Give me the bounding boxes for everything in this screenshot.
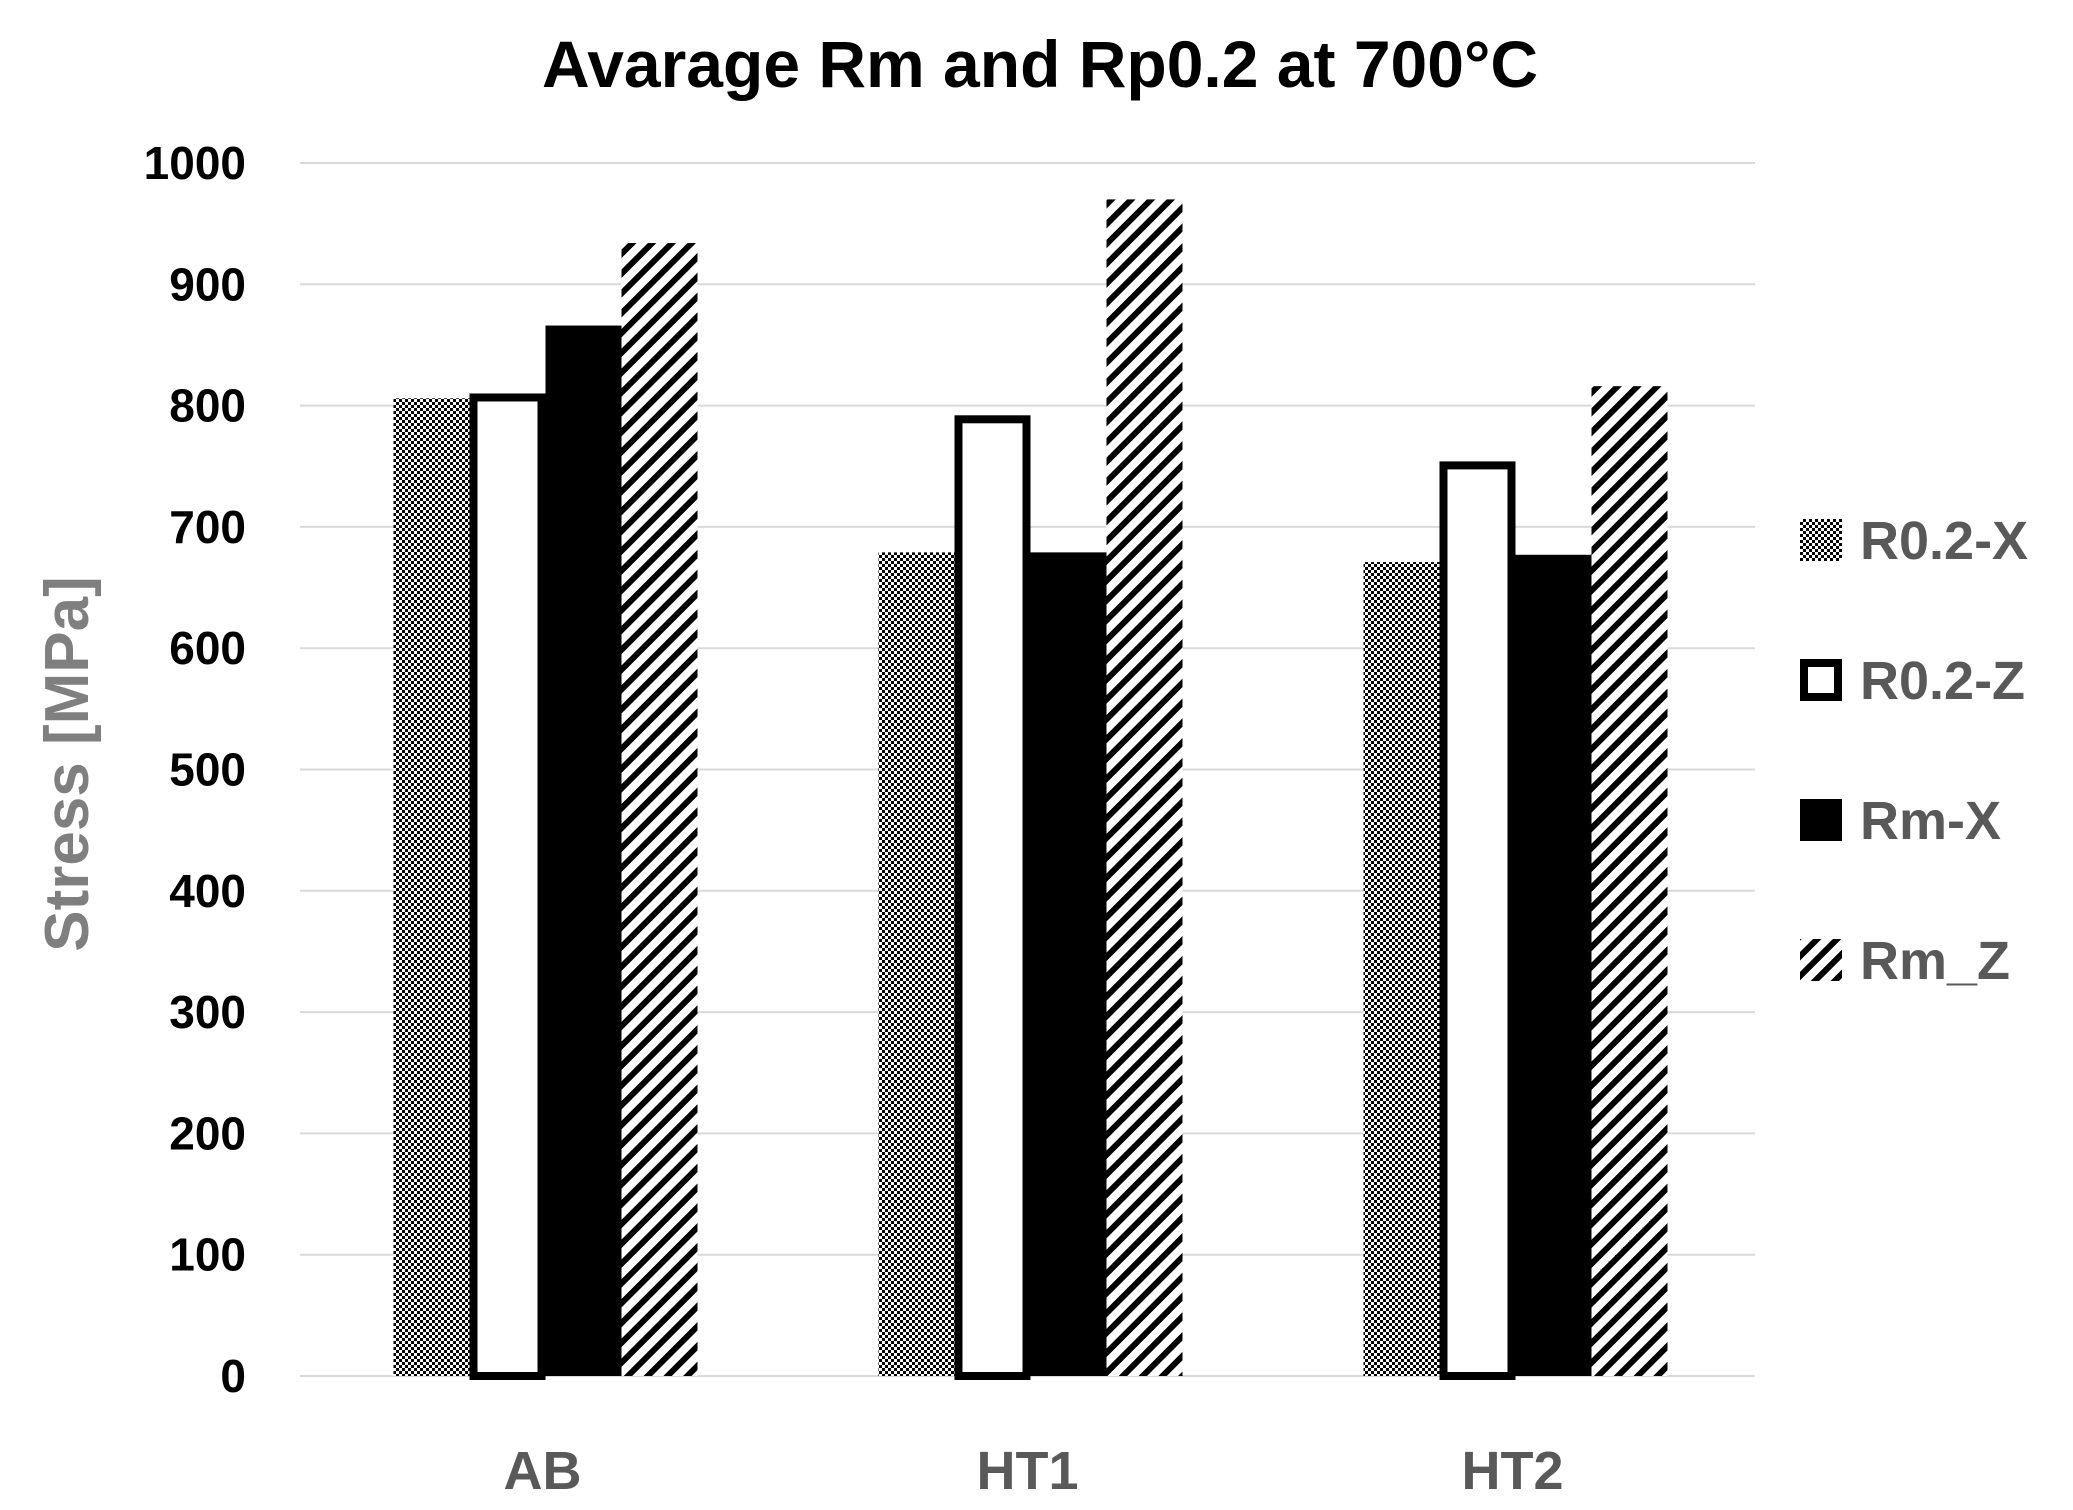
bar-R0.2-X-AB <box>393 398 470 1376</box>
y-tick-label: 100 <box>169 1229 246 1281</box>
y-axis-label: Stress [MPa] <box>33 576 102 952</box>
legend-label-R0.2-Z: R0.2-Z <box>1860 651 2025 711</box>
y-tick-label: 300 <box>169 986 246 1038</box>
bar-Rm_Z-HT2 <box>1591 386 1668 1376</box>
y-tick-label: 500 <box>169 744 246 796</box>
legend-swatch-Rm_Z <box>1800 939 1842 981</box>
y-tick-label: 900 <box>169 258 246 310</box>
x-tick-label: AB <box>504 1441 582 1501</box>
y-tick-label: 400 <box>169 865 246 917</box>
x-axis-ticks: AB HT1 HT2 <box>504 1441 1564 1501</box>
y-tick-label: 0 <box>220 1350 246 1402</box>
x-tick-label: HT2 <box>1461 1441 1563 1501</box>
bar-R0.2-Z-HT2 <box>1439 461 1516 1380</box>
legend-swatch-R0.2-Z <box>1800 659 1842 701</box>
bar-R0.2-Z-HT1 <box>954 415 1031 1380</box>
y-tick-label: 200 <box>169 1107 246 1159</box>
y-axis-ticks: 0 100 200 300 400 500 600 700 800 900 1000 <box>144 137 246 1402</box>
legend-swatch-Rm-X <box>1800 799 1842 841</box>
chart-title: Avarage Rm and Rp0.2 at 700°C <box>542 27 1538 101</box>
legend: R0.2-X R0.2-Z Rm-X Rm_Z <box>1800 511 2028 991</box>
bar-R0.2-X-HT1 <box>878 552 955 1376</box>
legend-swatch-R0.2-X <box>1800 519 1842 561</box>
legend-label-Rm-X: Rm-X <box>1860 791 2001 851</box>
bar-Rm-X-HT2 <box>1515 554 1592 1376</box>
bar-R0.2-X-HT2 <box>1363 562 1440 1376</box>
legend-label-R0.2-X: R0.2-X <box>1860 511 2028 571</box>
bar-Rm-X-HT1 <box>1030 552 1107 1376</box>
bar-Rm-X-AB <box>545 325 622 1376</box>
y-tick-label: 600 <box>169 622 246 674</box>
bar-Rm_Z-HT1 <box>1106 199 1183 1376</box>
bar-Rm_Z-AB <box>621 243 698 1377</box>
y-tick-label: 1000 <box>144 137 246 189</box>
bars <box>393 199 1668 1381</box>
y-tick-label: 800 <box>169 380 246 432</box>
x-tick-label: HT1 <box>976 1441 1078 1501</box>
legend-label-Rm_Z: Rm_Z <box>1860 931 2010 991</box>
bar-R0.2-Z-AB <box>469 393 546 1381</box>
y-tick-label: 700 <box>169 501 246 553</box>
